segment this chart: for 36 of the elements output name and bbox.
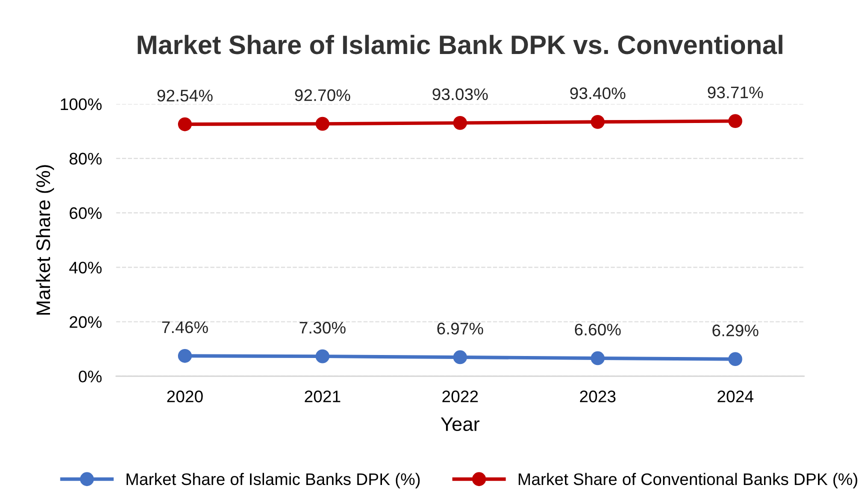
x-tick-label: 2022 <box>442 390 478 402</box>
point <box>178 117 192 132</box>
chart-title: Market Share of Islamic Bank DPK vs. Conventional <box>138 34 782 54</box>
y-axis-title: Market Share (%) <box>36 165 54 315</box>
data-label: 92.70% <box>295 89 350 102</box>
point <box>316 116 330 131</box>
legend-label: Market Share of Islamic Banks DPK (%) <box>126 472 420 488</box>
point <box>453 116 468 130</box>
data-label: 7.30% <box>300 322 346 334</box>
data-label: 93.71% <box>708 86 763 98</box>
data-label: 6.97% <box>437 322 484 334</box>
point <box>728 352 742 366</box>
x-axis-title: Year <box>440 417 480 432</box>
legend-label: Market Share of Conventional Banks DPK (%) <box>518 472 858 488</box>
x-tick-label: 2023 <box>580 390 616 402</box>
point <box>316 349 330 364</box>
point <box>728 114 742 128</box>
point <box>590 351 605 366</box>
x-tick-label: 2020 <box>167 390 203 402</box>
data-label: 7.46% <box>162 321 208 334</box>
y-tick-label: 40% <box>69 262 102 274</box>
y-tick-label: 80% <box>70 152 102 165</box>
x-tick-label: 2021 <box>304 390 340 402</box>
data-label: 93.40% <box>570 87 626 100</box>
x-tick-label: 2024 <box>718 390 754 402</box>
data-label: 6.29% <box>712 324 758 336</box>
y-tick-label: 0% <box>78 370 102 382</box>
point <box>453 350 468 364</box>
y-tick-label: 100% <box>60 98 102 110</box>
y-tick-label: 20% <box>70 316 102 328</box>
data-label: 6.60% <box>574 324 621 336</box>
point <box>178 348 192 363</box>
data-label: 93.03% <box>432 88 488 100</box>
point <box>590 114 605 129</box>
y-tick-label: 60% <box>70 207 102 220</box>
data-label: 92.54% <box>157 90 213 102</box>
